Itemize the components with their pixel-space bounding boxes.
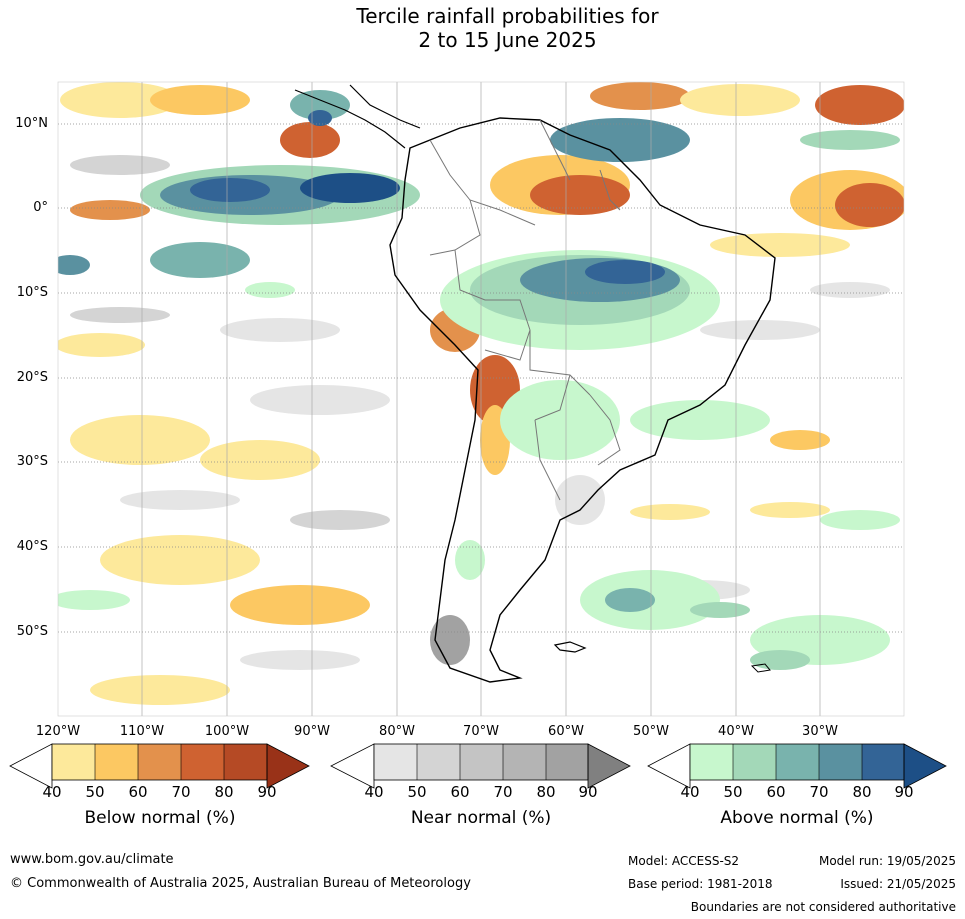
below-tick-90: 90 [257,783,277,801]
map-title-line2: 2 to 15 June 2025 [418,28,597,52]
below-tick-50: 50 [85,783,105,801]
country-boundaries [429,119,621,501]
lat-label-40s: 40°S [16,539,48,554]
lat-label-30s: 30°S [16,454,48,469]
colorbar-near-normal [330,743,631,789]
below-tick-80: 80 [214,783,234,801]
near-tick-50: 50 [407,783,427,801]
below-tick-40: 40 [42,783,62,801]
lon-label-110w: 110°W [119,724,165,739]
below-normal-areas [58,82,904,705]
lat-label-0: 0° [33,200,48,215]
base-period-label: Base period: 1981-2018 [628,877,773,891]
website-link[interactable]: www.bom.gov.au/climate [10,852,174,867]
lon-label-60w: 60°W [548,724,584,739]
issued-label: Issued: 21/05/2025 [840,877,956,891]
below-normal-title: Below normal (%) [84,808,236,828]
lon-label-50w: 50°W [633,724,669,739]
above-tick-80: 80 [852,783,872,801]
near-normal-title: Near normal (%) [410,808,552,828]
lat-label-20s: 20°S [16,370,48,385]
near-tick-60: 60 [450,783,470,801]
model-label: Model: ACCESS-S2 [628,854,740,868]
above-tick-60: 60 [766,783,786,801]
colorbar-below-normal [9,743,310,789]
boundaries-disclaimer: Boundaries are not considered authoritat… [690,900,956,914]
lon-label-90w: 90°W [294,724,330,739]
lon-label-120w: 120°W [35,724,81,739]
falkland-islands [553,641,587,653]
near-tick-90: 90 [578,783,598,801]
above-normal-title: Above normal (%) [720,808,874,828]
below-tick-70: 70 [171,783,191,801]
lat-label-10s: 10°S [16,285,48,300]
south-georgia [750,663,771,673]
above-tick-50: 50 [723,783,743,801]
lon-label-30w: 30°W [802,724,838,739]
model-run-label: Model run: 19/05/2025 [818,854,956,868]
colorbar-above-normal [647,743,947,789]
below-tick-60: 60 [128,783,148,801]
graticule-meridians [141,82,821,716]
lat-label-10n: 10°N [15,116,48,131]
copyright-text: © Commonwealth of Australia 2025, Austra… [10,876,471,891]
near-tick-40: 40 [364,783,384,801]
lat-label-50s: 50°S [16,624,48,639]
map-frame [57,81,905,717]
map-title-line1: Tercile rainfall probabilities for [356,4,659,28]
above-tick-70: 70 [809,783,829,801]
near-tick-80: 80 [536,783,556,801]
lon-label-40w: 40°W [718,724,754,739]
central-america-coastline [294,84,421,149]
lon-label-100w: 100°W [204,724,250,739]
south-america-coastline [389,117,776,683]
above-tick-90: 90 [894,783,914,801]
lon-label-80w: 80°W [379,724,415,739]
lon-label-70w: 70°W [463,724,499,739]
above-normal-areas [58,90,900,670]
probability-field [58,82,904,705]
above-tick-40: 40 [680,783,700,801]
near-tick-70: 70 [493,783,513,801]
